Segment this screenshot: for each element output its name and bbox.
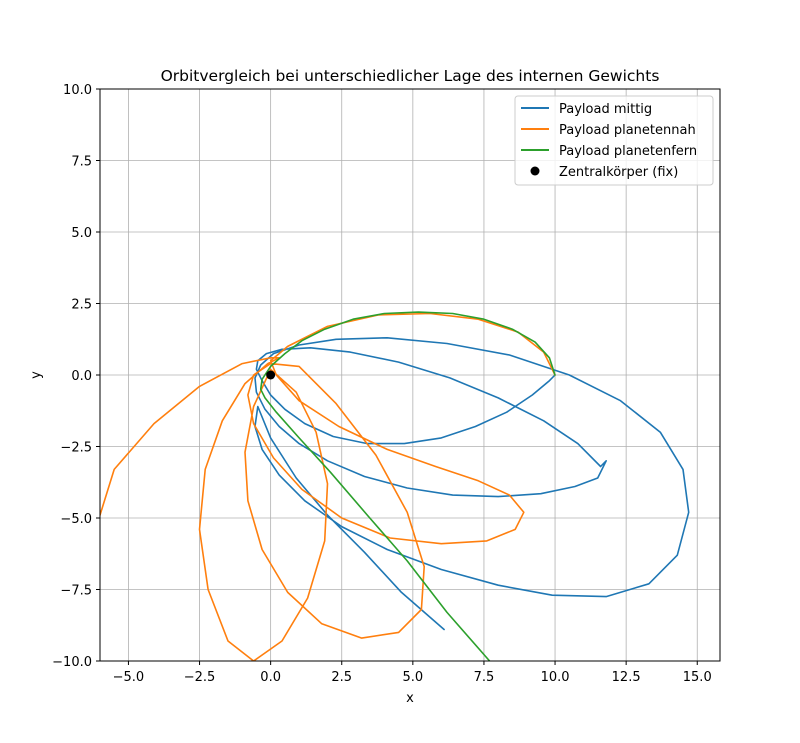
series-line-payload-mittig	[254, 336, 690, 631]
x-tick-label: −5.0	[113, 670, 145, 685]
y-tick-label: −5.0	[60, 512, 92, 527]
y-tick-label: −10.0	[52, 655, 92, 670]
legend: Payload mittig Payload planetennah Paylo…	[514, 95, 714, 186]
y-tick-label: 0.0	[71, 369, 92, 384]
x-tick-label: 12.5	[612, 670, 641, 685]
legend-label-zentralkoerper: Zentralkörper (fix)	[559, 165, 678, 180]
ticks: −5.0 −2.5 0.0 2.5 5.0 7.5 10.0 12.5 15.0 −10.0 −7.…	[52, 83, 712, 685]
series-line-payload-planetenfern	[259, 311, 556, 661]
legend-box	[514, 95, 714, 186]
x-tick-label: 15.0	[683, 670, 712, 685]
legend-marker-zentralkoerper	[530, 166, 540, 176]
y-tick-label: 5.0	[71, 226, 92, 241]
series-layer	[100, 311, 690, 661]
y-tick-label: −7.5	[60, 584, 92, 599]
y-tick-label: 2.5	[71, 298, 92, 313]
legend-label-payload-mittig: Payload mittig	[559, 102, 652, 117]
x-tick-label: 7.5	[474, 670, 495, 685]
x-tick-label: 2.5	[331, 670, 352, 685]
x-tick-label: 0.0	[260, 670, 281, 685]
y-tick-label: −2.5	[60, 441, 92, 456]
y-tick-label: 7.5	[71, 155, 92, 170]
x-tick-label: −2.5	[184, 670, 216, 685]
legend-label-payload-planetenfern: Payload planetenfern	[559, 144, 697, 159]
legend-label-payload-planetennah: Payload planetennah	[559, 123, 696, 138]
y-axis-label: y	[29, 371, 44, 379]
y-tick-label: 10.0	[63, 83, 92, 98]
chart-title: Orbitvergleich bei unterschiedlicher Lag…	[161, 67, 660, 85]
series-line-payload-planetennah	[100, 312, 556, 661]
x-tick-label: 10.0	[541, 670, 570, 685]
x-tick-label: 5.0	[403, 670, 424, 685]
x-axis-label: x	[406, 691, 414, 706]
central-body-point	[266, 370, 276, 380]
